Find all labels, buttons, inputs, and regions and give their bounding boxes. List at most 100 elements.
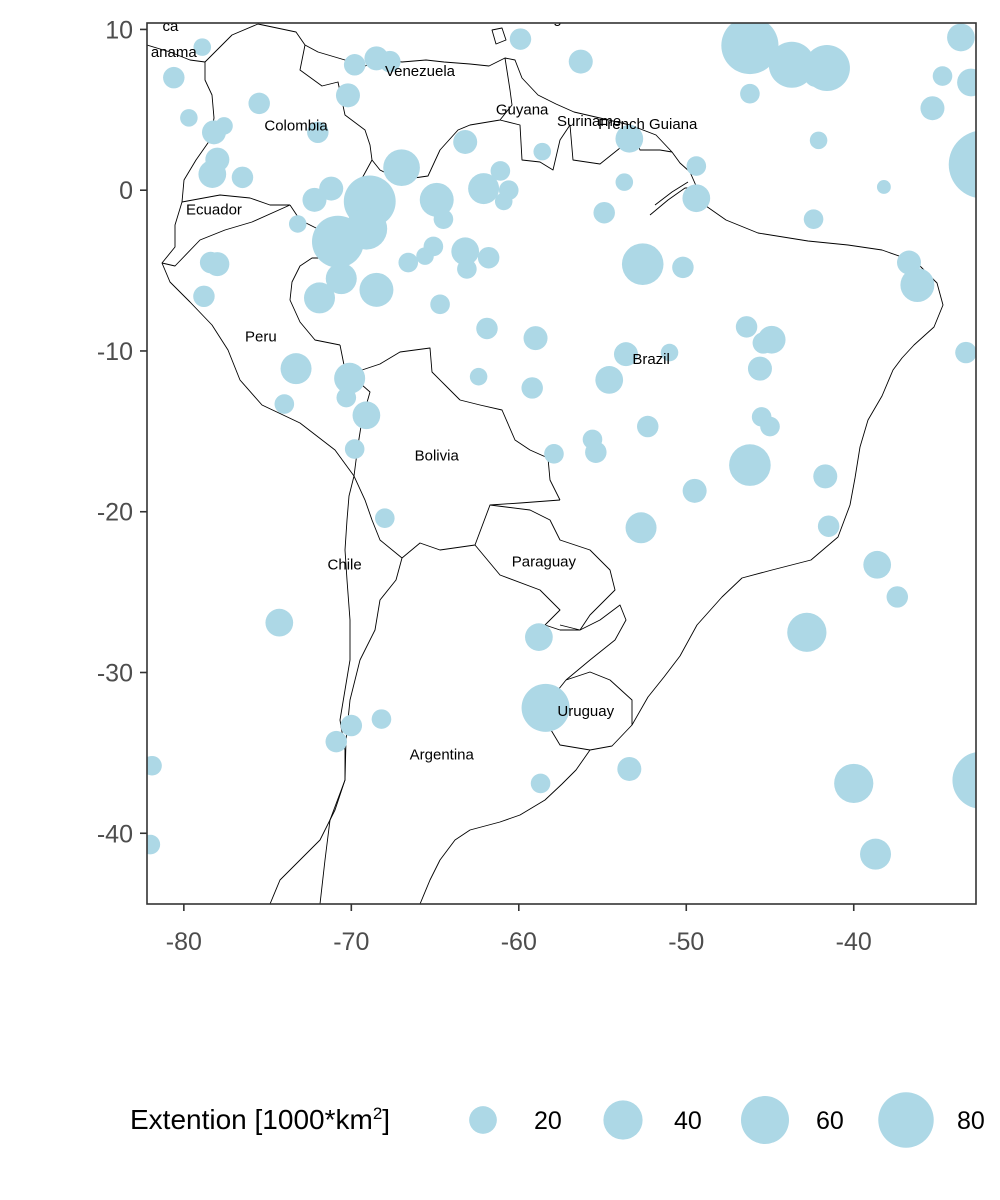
bubble-marker: [682, 184, 711, 213]
bubble-marker: [886, 586, 909, 608]
bubble-marker: [900, 268, 935, 303]
country-label: Uruguay: [557, 703, 614, 720]
bubble-marker: [352, 401, 381, 430]
border-colombia-ecuador: [181, 194, 290, 206]
bubble-marker: [430, 294, 450, 315]
bubble-marker: [595, 366, 624, 394]
bubble-marker: [325, 263, 357, 295]
bubble-marker: [509, 28, 532, 50]
country-label: Venezuela: [385, 63, 456, 80]
bubble-marker: [451, 237, 480, 266]
country-label: Argentina: [410, 746, 475, 763]
legend-key-circle: [740, 1095, 790, 1145]
bubble-marker: [416, 247, 434, 265]
country-label: anama: [151, 44, 198, 61]
bubble-marker: [617, 756, 642, 781]
bubble-marker: [593, 201, 615, 224]
bubble-marker: [302, 187, 327, 212]
country-label: French Guiana: [598, 116, 698, 133]
country-label: Bolivia: [415, 447, 460, 464]
border-bolivia-chile: [353, 475, 403, 559]
bubble-marker: [803, 45, 850, 92]
bubble-marker: [533, 142, 552, 161]
country-label: Trinidad and Tobago: [434, 10, 570, 27]
country-label: Colombia: [264, 118, 328, 135]
bubble-marker: [876, 180, 891, 194]
bubble-marker: [637, 415, 659, 438]
bubble-marker: [231, 166, 254, 189]
bubble-marker: [307, 121, 329, 144]
bubble-marker: [621, 243, 664, 285]
trinidad-outline: [491, 27, 507, 45]
bubble-marker: [163, 66, 185, 89]
x-tick-label: -50: [668, 928, 704, 956]
border-guyana: [499, 119, 571, 171]
bubble-marker: [375, 508, 395, 528]
border-ecuador-peru: [161, 204, 291, 267]
bubble-marker: [147, 755, 162, 776]
bubble-marker: [757, 325, 786, 354]
bubble-marker: [803, 209, 824, 229]
bubble-marker: [199, 251, 222, 274]
legend-key-circle: [603, 1100, 643, 1140]
bubble-marker: [860, 838, 892, 870]
bubble-marker: [280, 353, 312, 385]
y-tick-label: 10: [105, 16, 133, 44]
border-paraguay-argentina: [474, 544, 561, 631]
y-tick-label: -20: [97, 499, 133, 527]
bubble-marker: [686, 156, 707, 176]
bubble-marker: [274, 394, 295, 414]
border-paraguay-brazil: [489, 504, 616, 631]
bubble-marker: [729, 444, 771, 486]
continent-outline: [161, 23, 944, 904]
bubble-marker: [530, 773, 551, 794]
size-legend: Extention [1000*km2] 20 40 60 80: [130, 1092, 985, 1148]
bubble-marker: [457, 259, 477, 279]
border-argentina-brazil: [560, 604, 627, 681]
bubble-marker: [863, 550, 892, 579]
legend-key-label: 80: [957, 1107, 985, 1135]
legend-key-label: 60: [816, 1107, 844, 1135]
bubble-marker: [660, 343, 679, 362]
bubble-marker: [613, 342, 638, 367]
x-tick-label: -40: [836, 928, 872, 956]
bubble-marker: [198, 160, 227, 188]
bubble-marker: [817, 515, 840, 537]
bubble-marker: [809, 131, 828, 150]
country-label: ca: [163, 18, 180, 35]
bubble-marker: [521, 683, 570, 732]
bubble-marker: [615, 124, 644, 153]
x-axis: -80 -70 -60 -50 -40: [166, 904, 872, 956]
bubble-marker: [952, 752, 976, 809]
bubble-marker: [147, 834, 161, 855]
bubble-marker: [498, 180, 519, 201]
bubble-marker: [615, 173, 634, 191]
x-tick-label: -80: [166, 928, 202, 956]
bubble-marker: [920, 96, 945, 121]
bubble-marker: [585, 441, 607, 463]
map-panel: Trinidad and Tobago ca anama Venezuela Guyan…: [146, 10, 977, 905]
y-tick-label: -30: [97, 659, 133, 687]
y-tick-label: -40: [97, 820, 133, 848]
legend-key-circle: [469, 1106, 497, 1134]
map-background: [147, 23, 976, 904]
bubble-marker: [523, 326, 548, 351]
country-label: Guyana: [496, 102, 549, 119]
bubble-marker: [468, 173, 500, 205]
bubble-marker: [343, 54, 366, 76]
border-chile-argentina: [319, 557, 403, 904]
bubble-marker: [359, 272, 394, 307]
bubble-marker: [193, 38, 212, 56]
country-labels: Trinidad and Tobago ca anama Venezuela Guyan…: [151, 10, 698, 763]
bubble-marker: [180, 109, 198, 127]
bubble-layer: [147, 23, 976, 870]
bubble-marker: [947, 23, 975, 52]
bubble-marker: [955, 341, 976, 364]
legend-entries: 20 40 60 80: [469, 1092, 985, 1148]
legend-title: Extention [1000*km2]: [130, 1104, 390, 1135]
bubble-marker: [740, 83, 760, 104]
legend-title-superscript: 2: [373, 1104, 382, 1123]
bubble-marker: [288, 215, 307, 233]
bubble-marker: [340, 714, 363, 737]
